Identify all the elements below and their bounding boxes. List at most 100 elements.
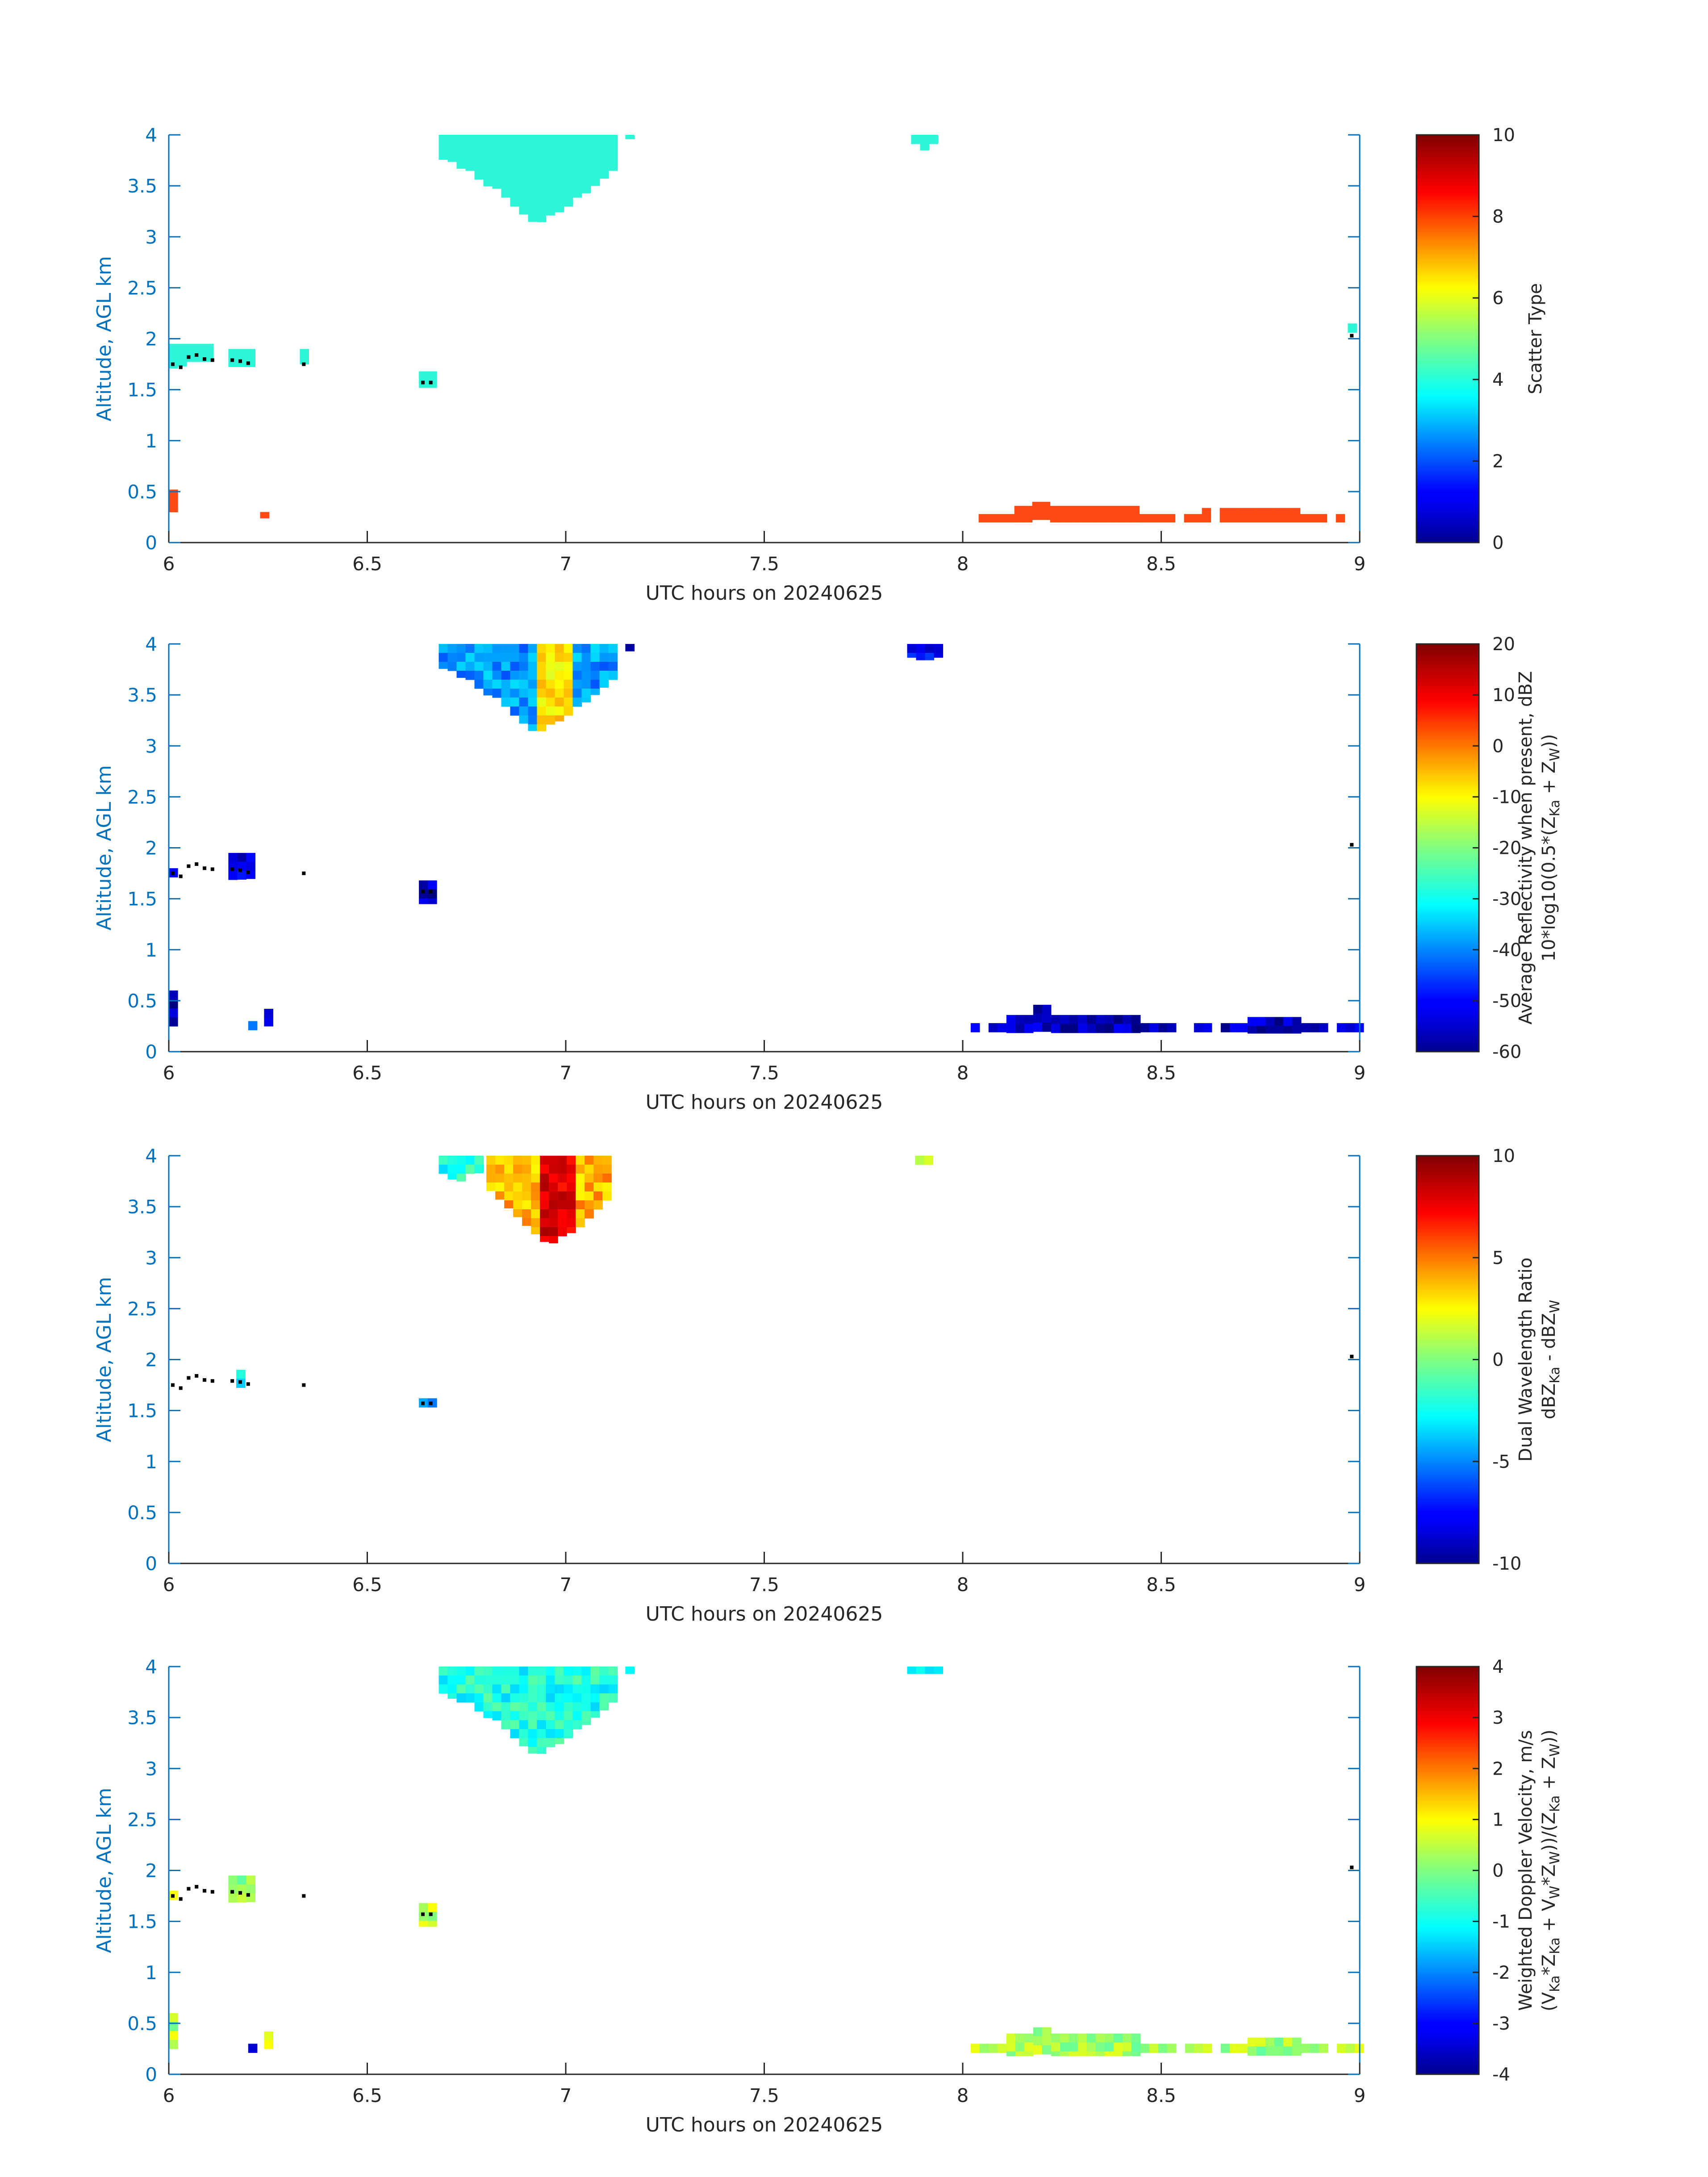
data-cell: [510, 1667, 520, 1676]
data-cell: [581, 162, 591, 171]
data-cell: [465, 1693, 475, 1703]
data-cell: [1069, 1015, 1078, 1024]
data-cell: [564, 1729, 573, 1738]
data-cell: [246, 1884, 255, 1894]
data-cell: [978, 514, 988, 522]
layer-marker: [230, 358, 234, 362]
data-cell: [537, 689, 547, 698]
data-cell: [572, 188, 582, 198]
data-cell: [178, 352, 187, 362]
data-cell: [546, 171, 555, 180]
data-cell: [246, 852, 255, 862]
layer-marker: [171, 1894, 175, 1898]
data-cell: [1113, 2042, 1123, 2052]
panel-3: 6 6.5 7 7.5 8 8.5 9 0 0.5 1 1.5 2 2.5 3 3.5 4 UTC hours …: [93, 1145, 1563, 1625]
data-cell: [564, 689, 573, 698]
data-cell: [1042, 2045, 1052, 2055]
y-tick-label: 2: [145, 328, 157, 350]
colorbar-tick-label: -20: [1492, 838, 1521, 859]
data-cell: [528, 680, 538, 689]
colorbar-tick-label: -10: [1492, 787, 1521, 807]
label-part: dBZ: [1539, 1383, 1559, 1419]
data-cell: [602, 1191, 612, 1201]
data-cell: [581, 135, 591, 144]
data-cell: [492, 671, 502, 680]
x-tick-label: 6: [163, 2085, 175, 2106]
data-cell: [237, 852, 246, 862]
data-cell: [537, 662, 547, 671]
data-cell: [564, 1711, 573, 1721]
data-cell: [1264, 508, 1274, 517]
data-cell: [537, 1684, 547, 1694]
data-cell: [519, 706, 529, 716]
layer-marker: [302, 871, 306, 875]
data-cell: [1112, 514, 1122, 522]
data-cell: [169, 990, 178, 1000]
data-cell: [555, 197, 564, 207]
data-cell: [572, 644, 582, 653]
data-cell: [1310, 2043, 1320, 2053]
data-cell: [1069, 2051, 1078, 2056]
data-cell: [1274, 1017, 1284, 1026]
y-tick-label: 3.5: [127, 1707, 157, 1729]
data-cell: [519, 144, 529, 153]
data-cell: [546, 653, 555, 662]
data-cell: [564, 171, 573, 180]
data-cell: [510, 689, 520, 698]
y-axis-label: Altitude, AGL km: [93, 1277, 116, 1442]
data-cell: [246, 861, 255, 871]
data-cell: [558, 1174, 567, 1183]
y-axis-label: Altitude, AGL km: [93, 765, 116, 930]
data-cell: [1086, 514, 1095, 522]
data-cell: [522, 1174, 531, 1183]
colorbar-gradient: [1416, 134, 1480, 543]
data-cell: [540, 1165, 549, 1174]
data-cell: [169, 2031, 178, 2040]
layer-marker: [195, 1374, 199, 1378]
y-tick-label: 4: [145, 124, 157, 146]
data-cell: [474, 653, 484, 662]
data-cell: [1015, 2042, 1025, 2052]
data-cell: [428, 898, 437, 904]
data-cell: [510, 1693, 520, 1703]
colorbar-tick-label: -50: [1492, 991, 1521, 1011]
data-cell: [447, 153, 457, 162]
data-cell: [264, 1018, 273, 1027]
data-cell: [537, 1711, 547, 1721]
data-cell: [555, 1720, 564, 1730]
data-cell: [924, 1156, 933, 1165]
data-cell: [169, 2040, 178, 2049]
data-cell: [1219, 508, 1229, 517]
data-cell: [1229, 2043, 1239, 2053]
y-tick-label: 2.5: [127, 1809, 157, 1830]
data-cell: [428, 880, 437, 890]
data-cell: [447, 1165, 457, 1174]
data-cell: [419, 1921, 428, 1927]
data-cell: [585, 1156, 594, 1165]
data-cell: [486, 1165, 496, 1174]
data-cell: [581, 698, 591, 702]
data-cell: [1256, 2037, 1266, 2047]
data-cell: [1121, 514, 1131, 522]
y-axis-label: Altitude, AGL km: [93, 1788, 116, 1953]
label-part: + Z: [1539, 1757, 1559, 1795]
y-tick-label: 0: [145, 532, 157, 554]
data-cell: [1148, 514, 1158, 522]
data-cell: [599, 1676, 609, 1685]
data-cell: [1005, 514, 1015, 522]
data-cell: [576, 1200, 585, 1210]
y-tick-label: 3.5: [127, 1196, 157, 1218]
subscript: Ka: [1547, 1938, 1563, 1955]
data-cell: [537, 162, 547, 171]
data-cell: [1274, 2046, 1284, 2056]
layer-marker: [302, 1894, 306, 1898]
data-cell: [1112, 506, 1122, 515]
data-cell: [564, 162, 573, 171]
data-cell: [1042, 2036, 1052, 2046]
y-tick-label: 2: [145, 1349, 157, 1371]
colorbar-label: Scatter Type: [1525, 283, 1546, 394]
data-cell: [1184, 514, 1194, 522]
data-cell: [567, 1200, 576, 1210]
data-cell: [528, 1720, 538, 1730]
colorbar-label-line2: dBZKa - dBZW: [1539, 1300, 1563, 1420]
